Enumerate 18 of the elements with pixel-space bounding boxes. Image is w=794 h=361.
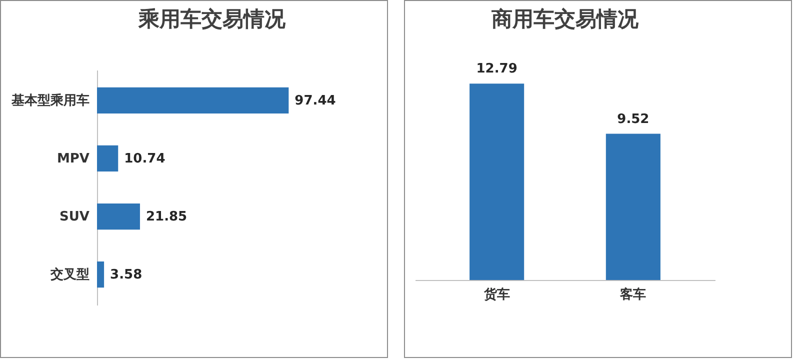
bar: [97, 261, 104, 288]
bar: [97, 87, 289, 114]
data-label: 21.85: [146, 210, 188, 225]
y-tick-label: SUV: [60, 210, 90, 225]
data-label: 3.58: [110, 268, 142, 283]
chart-title: 乘用车交易情况: [138, 6, 286, 31]
bar: [97, 203, 140, 230]
x-tick-label: 货车: [482, 286, 510, 302]
y-tick-label: 交叉型: [50, 266, 90, 283]
x-tick-label: 客车: [619, 286, 646, 302]
bar: [97, 145, 118, 172]
data-label: 9.52: [617, 112, 650, 127]
y-tick-label: MPV: [56, 151, 90, 166]
data-label: 10.74: [124, 151, 166, 166]
data-label: 97.44: [294, 93, 336, 108]
y-tick-label: 基本型乘用车: [10, 92, 90, 108]
chart-title: 商用车交易情况: [490, 6, 640, 31]
data-label: 12.79: [476, 62, 518, 77]
